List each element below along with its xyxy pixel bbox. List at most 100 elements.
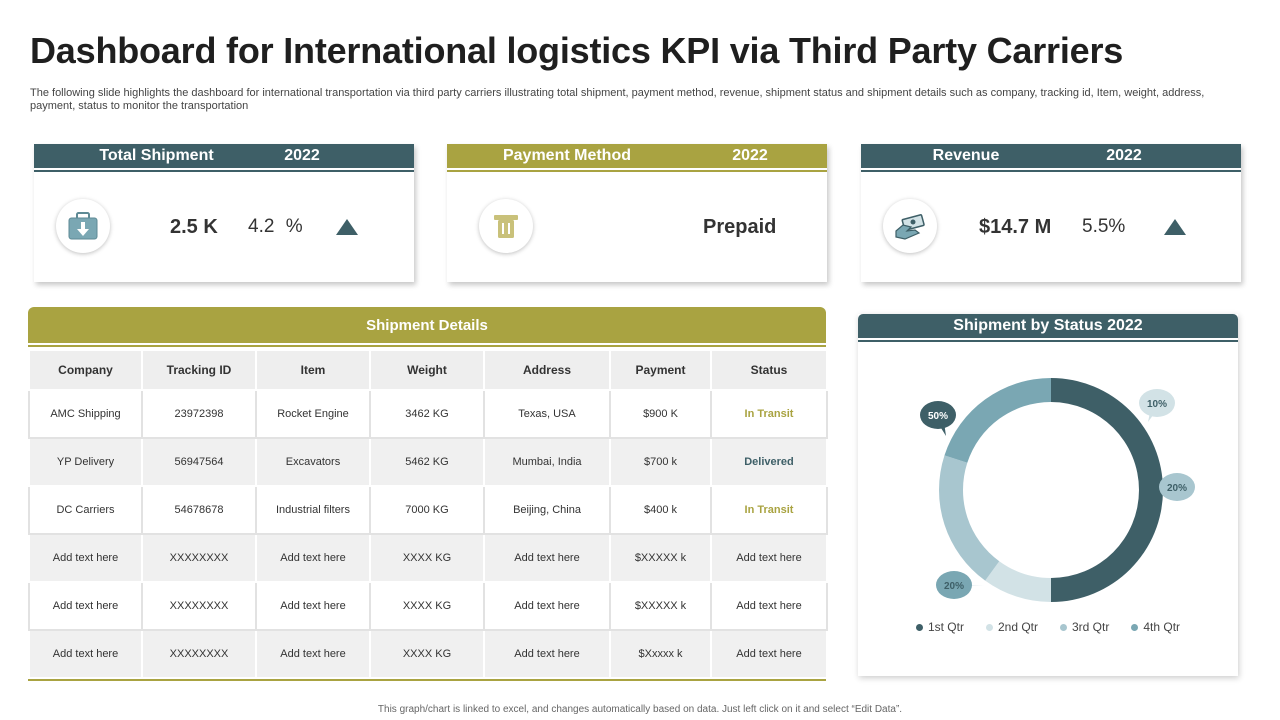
table-cell: AMC Shipping: [28, 389, 143, 439]
table-cell: 54678678: [141, 485, 257, 535]
table-cell: Add text here: [28, 533, 143, 583]
table-cell: Industrial filters: [255, 485, 371, 535]
table-cell: 56947564: [141, 437, 257, 487]
shipment-status-title: Shipment by Status 2022: [858, 314, 1238, 338]
revenue-year: 2022: [1106, 147, 1142, 164]
table-cell: 7000 KG: [369, 485, 485, 535]
table-row: Add text here XXXXXXXX Add text here XXX…: [28, 629, 828, 679]
table-cell: XXXX KG: [369, 533, 485, 583]
table-cell: XXXXXXXX: [141, 581, 257, 631]
payment-method-header: Payment Method 2022: [447, 144, 827, 168]
table-cell: Add text here: [255, 581, 371, 631]
hand-cash-icon: [883, 199, 937, 253]
donut-slice-1st-qtr: [1051, 378, 1163, 602]
column-header-item: Item: [255, 349, 371, 391]
legend-swatch: [1060, 623, 1067, 631]
column-header-address: Address: [483, 349, 611, 391]
revenue-value: $14.7 M: [979, 216, 1052, 238]
data-label-text: 10%: [1147, 399, 1167, 410]
payment-method-card: Payment Method 2022 Prepaid: [447, 144, 827, 282]
briefcase-download-icon: [56, 199, 110, 253]
revenue-card: Revenue 2022 $14.7 M 5.5%: [861, 144, 1241, 282]
status-cell: Add text here: [710, 533, 828, 583]
donut-slice-3rd-qtr: [939, 455, 1000, 581]
page-subtitle: The following slide highlights the dashb…: [30, 87, 1205, 112]
table-cell: $700 k: [609, 437, 712, 487]
total-shipment-change-unit: %: [285, 216, 303, 237]
revenue-label: Revenue: [932, 147, 1000, 164]
table-cell: 3462 KG: [369, 389, 485, 439]
legend-label: 3rd Qtr: [1072, 620, 1110, 634]
shipment-details-title: Shipment Details: [28, 307, 826, 343]
table-cell: Texas, USA: [483, 389, 611, 439]
donut-slice-4th-qtr: [944, 378, 1051, 463]
payment-terminal-icon: [479, 199, 533, 253]
table-cell: Mumbai, India: [483, 437, 611, 487]
data-label-bubble: 50%: [920, 401, 956, 436]
table-row: DC Carriers 54678678 Industrial filters …: [28, 485, 828, 535]
header-rule: [861, 170, 1241, 172]
table-header-row: Company Tracking ID Item Weight Address …: [28, 349, 828, 391]
table-cell: Add text here: [483, 533, 611, 583]
table-cell: Add text here: [483, 629, 611, 679]
table-cell: $900 K: [609, 389, 712, 439]
data-label-text: 20%: [944, 581, 964, 592]
table-cell: XXXXXXXX: [141, 533, 257, 583]
donut-slice-2nd-qtr: [985, 561, 1051, 602]
trend-up-icon: [1164, 219, 1186, 235]
table-cell: DC Carriers: [28, 485, 143, 535]
legend-item: 1st Qtr: [915, 620, 964, 634]
total-shipment-change: 4.2 %: [248, 216, 303, 238]
legend-label: 1st Qtr: [927, 620, 964, 634]
legend-item: 2nd Qtr: [985, 620, 1038, 634]
table-cell: Add text here: [255, 629, 371, 679]
payment-method-year: 2022: [732, 147, 768, 164]
table-bottom-rule: [28, 679, 826, 681]
table-cell: Add text here: [28, 581, 143, 631]
table-cell: Add text here: [483, 581, 611, 631]
table-cell: YP Delivery: [28, 437, 143, 487]
table-cell: 5462 KG: [369, 437, 485, 487]
table-row: YP Delivery 56947564 Excavators 5462 KG …: [28, 437, 828, 487]
payment-method-value: Prepaid: [703, 216, 777, 238]
data-label-bubble: 20%: [1159, 473, 1195, 501]
table-cell: $XXXXX k: [609, 533, 712, 583]
header-rule: [447, 170, 827, 172]
legend-item: 3rd Qtr: [1060, 620, 1109, 634]
status-cell: Add text here: [710, 629, 828, 679]
total-shipment-header: Total Shipment 2022: [34, 144, 414, 168]
table-row: Add text here XXXXXXXX Add text here XXX…: [28, 581, 828, 631]
table-cell: Add text here: [28, 629, 143, 679]
header-rule: [34, 170, 414, 172]
total-shipment-year: 2022: [284, 147, 320, 164]
data-label-text: 20%: [1167, 483, 1187, 494]
shipment-details-table: Company Tracking ID Item Weight Address …: [28, 349, 828, 679]
total-shipment-change-number: 4.2: [248, 216, 275, 237]
table-cell: $XXXXX k: [609, 581, 712, 631]
status-cell: Add text here: [710, 581, 828, 631]
page-title: Dashboard for International logistics KP…: [30, 30, 1124, 71]
column-header-weight: Weight: [369, 349, 485, 391]
table-cell: Add text here: [255, 533, 371, 583]
revenue-change: 5.5%: [1082, 216, 1126, 237]
legend-item: 4th Qtr: [1131, 620, 1180, 634]
shipment-status-donut-chart: 50% 10% 20% 20%: [920, 378, 1195, 602]
table-row: AMC Shipping 23972398 Rocket Engine 3462…: [28, 389, 828, 439]
shipment-status-card: Shipment by Status 2022 50% 10% 20% 20% 1st…: [858, 314, 1238, 676]
chart-legend: 1st Qtr 2nd Qtr 3rd Qtr 4th Qtr: [858, 620, 1238, 634]
table-cell: $Xxxxx k: [609, 629, 712, 679]
data-label-bubble: 20%: [936, 571, 984, 599]
table-cell: 23972398: [141, 389, 257, 439]
legend-swatch: [915, 623, 923, 631]
table-cell: $400 k: [609, 485, 712, 535]
header-rule: [28, 345, 826, 347]
total-shipment-value: 2.5 K: [170, 216, 218, 238]
table-row: Add text here XXXXXXXX Add text here XXX…: [28, 533, 828, 583]
table-cell: Rocket Engine: [255, 389, 371, 439]
table-cell: XXXX KG: [369, 581, 485, 631]
column-header-payment: Payment: [609, 349, 712, 391]
revenue-header: Revenue 2022: [861, 144, 1241, 168]
column-header-status: Status: [710, 349, 828, 391]
table-cell: XXXX KG: [369, 629, 485, 679]
table-cell: Beijing, China: [483, 485, 611, 535]
